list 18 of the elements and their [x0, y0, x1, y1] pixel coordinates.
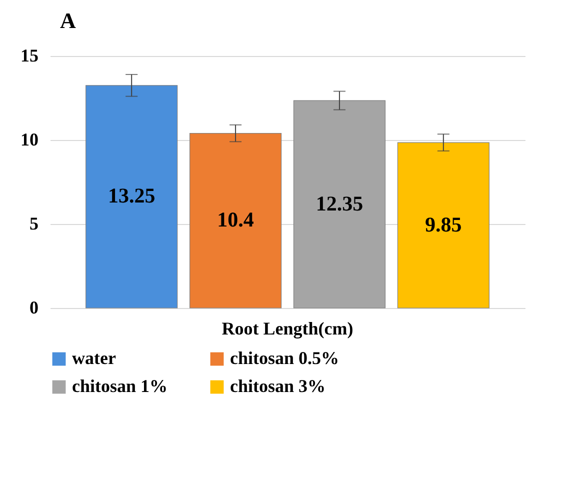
- chart-title: A: [60, 8, 76, 33]
- bar: [293, 100, 386, 308]
- bar: [397, 142, 490, 308]
- data-label: 12.35: [316, 191, 364, 216]
- legend-label: chitosan 0.5%: [230, 348, 340, 368]
- y-tick-label: 15: [20, 46, 38, 66]
- data-label: 9.85: [425, 212, 462, 236]
- legend-label: water: [72, 348, 116, 368]
- bar: [86, 85, 178, 308]
- legend-label: chitosan 3%: [230, 376, 326, 396]
- y-tick-label: 5: [30, 214, 38, 234]
- x-tick-label: Root Length(cm): [222, 318, 354, 338]
- bar: [189, 132, 282, 308]
- data-label: 13.25: [108, 184, 156, 208]
- y-tick-label: 0: [30, 298, 38, 318]
- y-tick-label: 10: [20, 130, 38, 150]
- legend-label: chitosan 1%: [72, 376, 168, 396]
- data-label: 10.4: [217, 208, 254, 232]
